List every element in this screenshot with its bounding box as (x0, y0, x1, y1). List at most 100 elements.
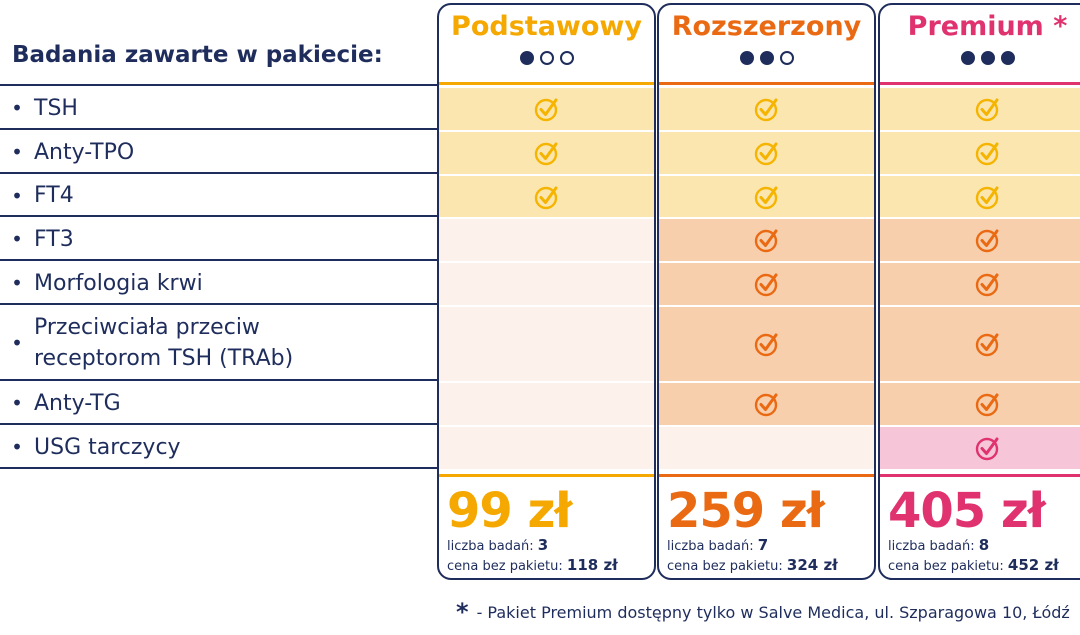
not-included-cell (439, 219, 654, 261)
included-check-icon (439, 132, 654, 174)
not-included-cell (659, 427, 874, 469)
test-label: TSH (34, 95, 78, 121)
full-price-label: cena bez pakietu: (447, 559, 563, 574)
full-price-label: cena bez pakietu: (888, 559, 1004, 574)
level-dot-filled-icon (980, 51, 995, 65)
level-dot-empty-icon (779, 51, 794, 65)
test-row: • FT3 (0, 217, 437, 261)
test-label: Morfologia krwi (34, 270, 203, 296)
package-name: Rozszerzony (671, 11, 862, 42)
test-count: liczba badań: 7 (667, 536, 768, 554)
included-check-icon (659, 307, 874, 381)
test-label: FT3 (34, 226, 74, 252)
bullet-icon: • (11, 227, 23, 251)
test-count-label: liczba badań: (667, 539, 754, 554)
bullet-icon: • (11, 435, 23, 459)
level-dot-empty-icon (539, 51, 554, 65)
not-included-cell (439, 383, 654, 425)
test-count-label: liczba badań: (888, 539, 975, 554)
included-check-icon (659, 263, 874, 305)
level-dot-filled-icon (739, 51, 754, 65)
test-count: liczba badań: 8 (888, 536, 989, 554)
test-label: Anty-TG (34, 390, 121, 416)
level-dot-empty-icon (559, 51, 574, 65)
bullet-icon: • (11, 183, 23, 208)
included-check-icon (880, 263, 1080, 305)
row-divider (0, 215, 437, 217)
row-divider (0, 172, 437, 174)
package-price: 259 zł (667, 483, 825, 539)
package-card[interactable]: Rozszerzony 259 zł liczba badań: 7 cena bez… (657, 3, 876, 580)
bullet-icon: • (11, 140, 23, 164)
footnote: * - Pakiet Premium dostępny tylko w Salv… (456, 598, 1070, 626)
row-divider (0, 128, 437, 130)
not-included-cell (439, 307, 654, 381)
bullet-icon: • (11, 96, 23, 120)
included-check-icon (659, 383, 874, 425)
price-without-package: cena bez pakietu: 452 zł (888, 556, 1059, 574)
test-row: • Morfologia krwi (0, 261, 437, 305)
test-row: • Przeciwciała przeciw receptorom TSH (TR… (0, 305, 437, 381)
test-label: Anty-TPO (34, 139, 135, 165)
test-label: Przeciwciała przeciw receptorom TSH (TRA… (34, 315, 294, 371)
included-check-icon (880, 307, 1080, 381)
included-check-icon (439, 176, 654, 217)
section-heading: Badania zawarte w pakiecie: (12, 42, 383, 68)
test-count-label: liczba badań: (447, 539, 534, 554)
included-check-icon (880, 88, 1080, 130)
level-dot-filled-icon (960, 51, 975, 65)
package-card[interactable]: Podstawowy 99 zł liczba badań: 3 cena bez p… (437, 3, 656, 580)
level-indicator (659, 51, 874, 65)
row-divider (0, 467, 437, 469)
price-without-package: cena bez pakietu: 118 zł (447, 556, 618, 574)
test-count-value: 3 (537, 536, 549, 554)
test-row: • TSH (0, 86, 437, 130)
included-check-icon (880, 427, 1080, 469)
full-price-value: 118 zł (566, 556, 618, 574)
test-count: liczba badań: 3 (447, 536, 548, 554)
included-check-icon (659, 132, 874, 174)
package-name: Premium * (907, 11, 1068, 42)
price-divider (880, 474, 1080, 477)
footnote-star: * (456, 598, 469, 626)
included-check-icon (659, 219, 874, 261)
row-divider (0, 259, 437, 261)
included-check-icon (659, 176, 874, 217)
price-without-package: cena bez pakietu: 324 zł (667, 556, 838, 574)
included-check-icon (659, 88, 874, 130)
test-label: FT4 (34, 183, 74, 208)
bullet-icon: • (11, 331, 23, 355)
test-count-value: 7 (757, 536, 769, 554)
row-divider (0, 423, 437, 425)
not-included-cell (439, 263, 654, 305)
bullet-icon: • (11, 391, 23, 415)
header-divider (880, 82, 1080, 85)
test-label: USG tarczycy (34, 434, 181, 460)
row-divider (0, 379, 437, 381)
header-divider (439, 82, 654, 85)
price-divider (659, 474, 874, 477)
not-included-cell (439, 427, 654, 469)
test-row: • USG tarczycy (0, 425, 437, 469)
full-price-label: cena bez pakietu: (667, 559, 783, 574)
included-check-icon (439, 88, 654, 130)
package-name: Podstawowy (451, 11, 642, 42)
included-check-icon (880, 176, 1080, 217)
test-row: • Anty-TG (0, 381, 437, 425)
test-row: • FT4 (0, 174, 437, 217)
row-divider (0, 303, 437, 305)
included-check-icon (880, 132, 1080, 174)
full-price-value: 452 zł (1007, 556, 1059, 574)
package-price: 405 zł (888, 483, 1046, 539)
price-divider (439, 474, 654, 477)
header-divider (659, 82, 874, 85)
bullet-icon: • (11, 271, 23, 295)
level-indicator (439, 51, 654, 65)
package-card[interactable]: Premium * 405 zł liczba badań: 8 cena bez p… (878, 3, 1080, 580)
test-count-value: 8 (978, 536, 990, 554)
included-check-icon (880, 383, 1080, 425)
included-check-icon (880, 219, 1080, 261)
test-row: • Anty-TPO (0, 130, 437, 174)
row-divider (0, 84, 437, 86)
level-dot-filled-icon (1000, 51, 1015, 65)
